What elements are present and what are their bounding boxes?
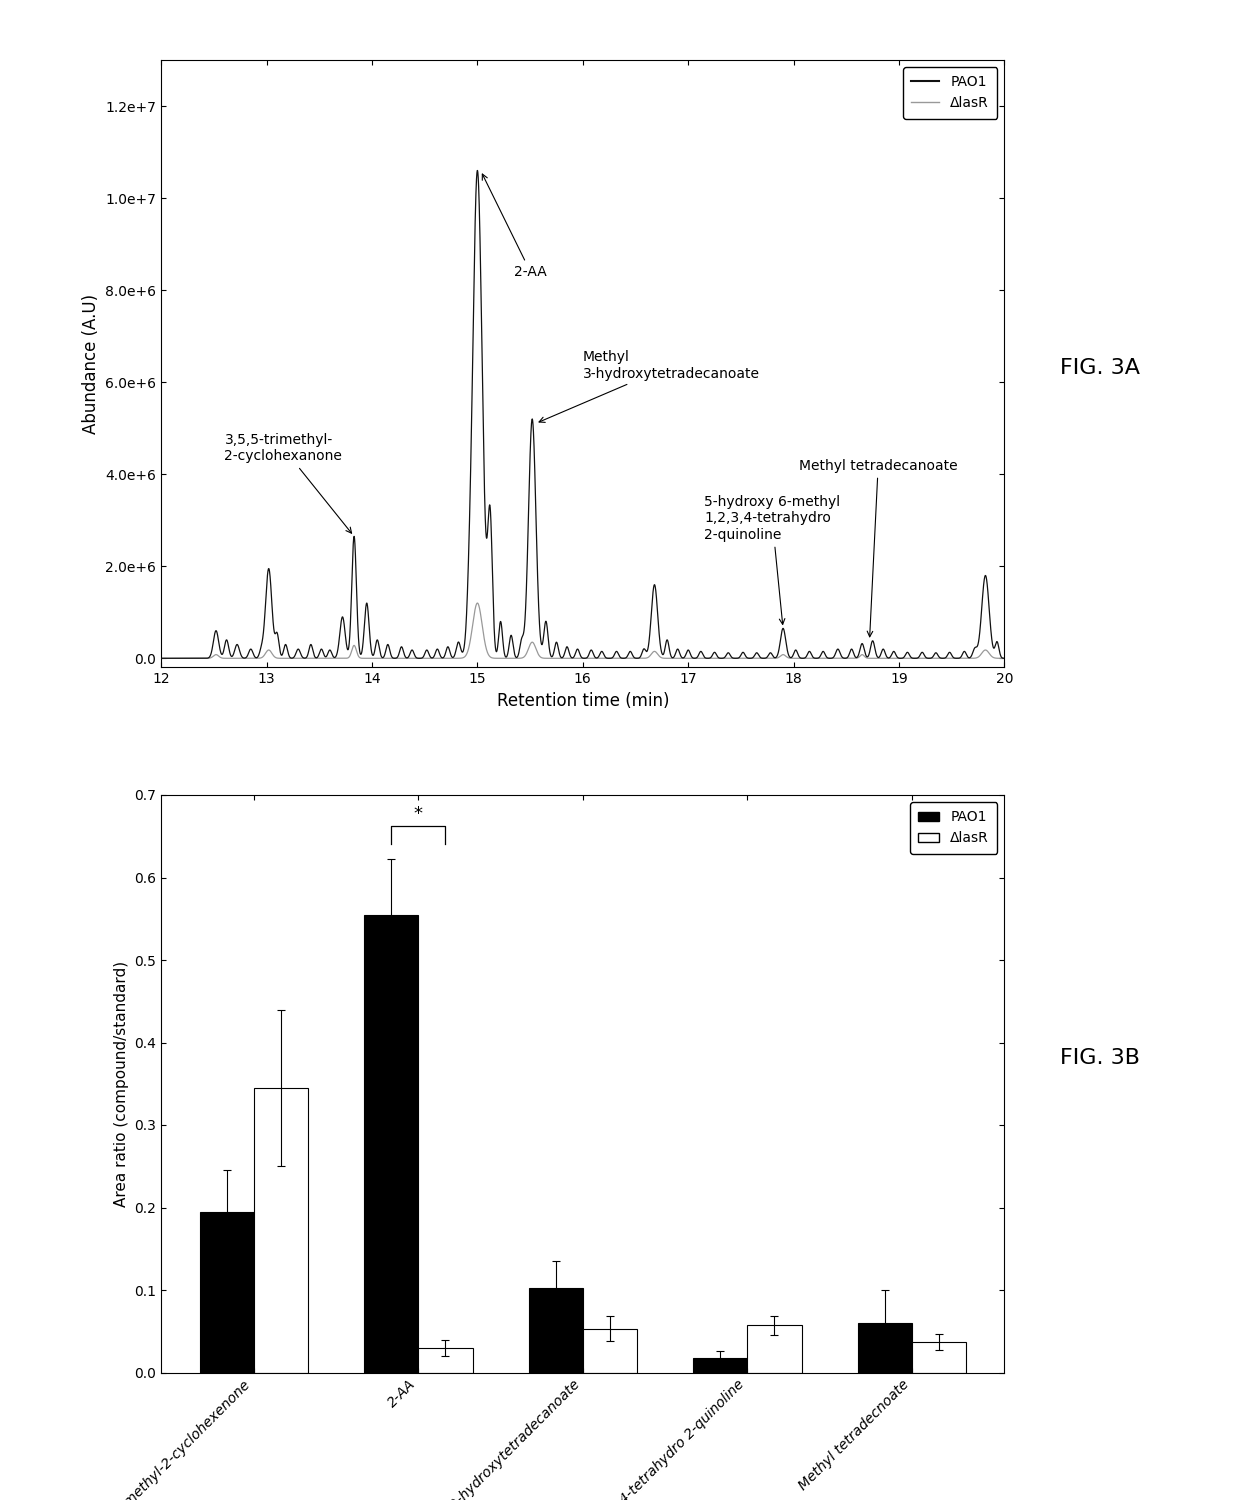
Text: 5-hydroxy 6-methyl
1,2,3,4-tetrahydro
2-quinoline: 5-hydroxy 6-methyl 1,2,3,4-tetrahydro 2-… (704, 495, 841, 624)
Bar (365, 915, 418, 1372)
Text: FIG. 3A: FIG. 3A (1060, 357, 1141, 378)
Y-axis label: Area ratio (compound/standard): Area ratio (compound/standard) (114, 960, 129, 1208)
Bar (200, 1212, 254, 1372)
Legend: PAO1, ΔlasR: PAO1, ΔlasR (910, 802, 997, 853)
Text: Methyl
3-hydroxytetradecanoate: Methyl 3-hydroxytetradecanoate (539, 351, 760, 423)
Bar (693, 1358, 748, 1372)
Bar (418, 1347, 472, 1372)
Legend: PAO1, ΔlasR: PAO1, ΔlasR (903, 68, 997, 118)
Bar (858, 1323, 911, 1372)
Bar (528, 1288, 583, 1372)
Text: 2-AA: 2-AA (482, 174, 547, 279)
Bar (748, 1326, 801, 1372)
X-axis label: Retention time (min): Retention time (min) (496, 692, 670, 709)
Bar (911, 1342, 966, 1372)
Text: 3,5,5-trimethyl-
2-cyclohexanone: 3,5,5-trimethyl- 2-cyclohexanone (224, 433, 352, 532)
Y-axis label: Abundance (A.U): Abundance (A.U) (82, 294, 99, 433)
Text: FIG. 3B: FIG. 3B (1060, 1047, 1141, 1068)
Bar (583, 1329, 637, 1372)
Bar (254, 1088, 308, 1372)
Text: *: * (414, 806, 423, 824)
Text: Methyl tetradecanoate: Methyl tetradecanoate (799, 459, 957, 638)
